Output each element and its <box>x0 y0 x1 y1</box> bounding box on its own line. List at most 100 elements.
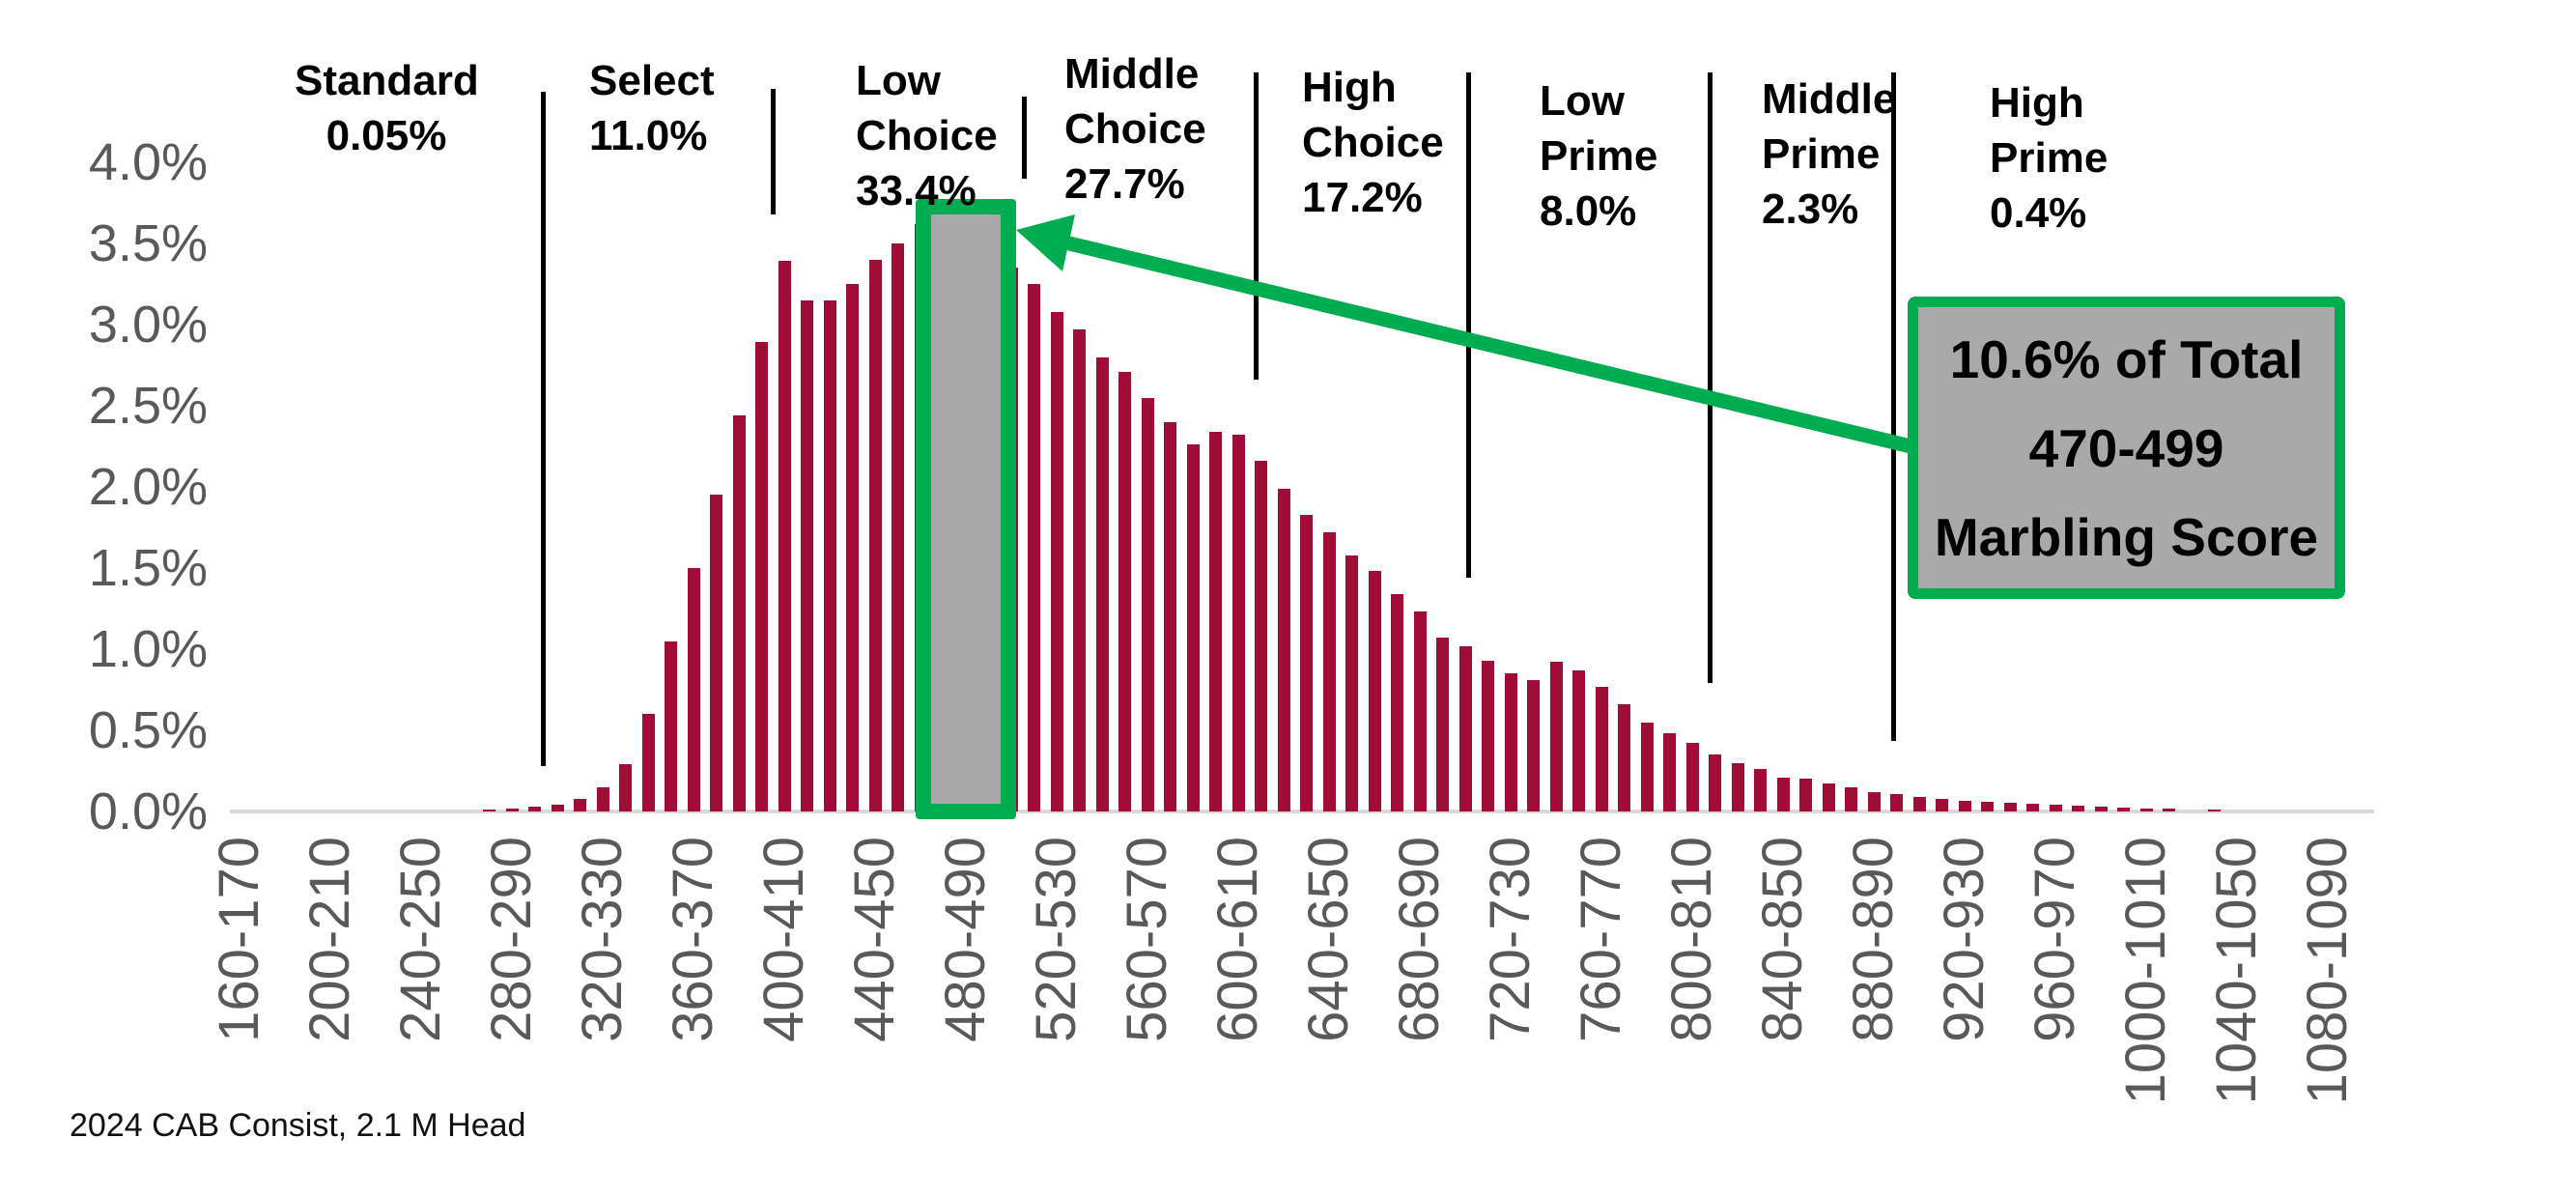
histogram-bar <box>687 568 700 811</box>
x-axis-tick-label: 280-290 <box>480 837 543 1042</box>
histogram-bar <box>2163 809 2175 811</box>
histogram-bar <box>1073 329 1086 811</box>
histogram-bar <box>2049 805 2062 811</box>
grade-label-low-prime: Low Prime 8.0% <box>1540 73 1657 239</box>
x-axis-tick-label: 680-690 <box>1388 837 1451 1042</box>
x-axis-tick-label: 1080-1090 <box>2296 837 2359 1105</box>
grade-label-line: 8.0% <box>1540 187 1637 235</box>
x-axis-tick-label: 920-930 <box>1933 837 1996 1042</box>
y-axis-tick-label: 3.0% <box>88 296 208 354</box>
histogram-bar <box>1028 284 1040 811</box>
histogram-bar <box>868 259 882 811</box>
histogram-bar <box>1572 669 1585 811</box>
grade-label-line: Standard <box>295 57 479 104</box>
histogram-bar <box>1368 571 1381 811</box>
x-axis-tick-label: 960-970 <box>2024 837 2086 1042</box>
source-note: 2024 CAB Consist, 2.1 M Head <box>70 1107 526 1144</box>
histogram-bar <box>1754 769 1767 811</box>
callout-arrowhead-icon <box>1016 214 1075 271</box>
histogram-bar <box>1164 421 1176 811</box>
grade-label-line: Choice <box>1302 119 1444 166</box>
grade-label-middle-prime: Middle Prime 2.3% <box>1762 71 1896 237</box>
histogram-bar <box>1527 679 1540 811</box>
grade-divider <box>1254 72 1259 380</box>
x-axis-tick-label: 880-890 <box>1842 837 1905 1042</box>
y-axis-tick-label: 0.5% <box>88 701 208 759</box>
histogram-bar <box>641 714 655 811</box>
x-axis-tick-label: 560-570 <box>1116 837 1178 1042</box>
grade-label-line: 17.2% <box>1302 174 1423 221</box>
grade-label-line: Choice <box>1064 105 1206 153</box>
y-axis-tick-label: 2.5% <box>88 377 208 435</box>
grade-label-line: Low <box>1540 77 1625 125</box>
histogram-bar <box>1709 754 1721 811</box>
histogram-bar <box>846 284 859 811</box>
histogram-bar <box>1391 593 1403 811</box>
y-axis-tick-label: 1.5% <box>88 539 208 597</box>
histogram-bar <box>1799 779 1812 811</box>
histogram-bar <box>1936 798 1948 811</box>
x-axis-tick-label: 320-330 <box>571 837 634 1042</box>
x-axis-tick-label: 360-370 <box>662 837 724 1042</box>
grade-label-line: Prime <box>1540 132 1658 180</box>
histogram-bar <box>1231 435 1245 811</box>
histogram-bar <box>1277 488 1290 811</box>
histogram-bar <box>2072 806 2084 811</box>
histogram-bar <box>1255 461 1267 811</box>
grade-divider <box>1466 72 1471 578</box>
x-axis-tick-label: 400-410 <box>752 837 815 1042</box>
grade-label-select: Select 11.0% <box>589 53 715 163</box>
histogram-bar <box>1436 638 1449 811</box>
histogram-bar <box>1890 793 1903 811</box>
grade-label-line: 0.05% <box>326 112 447 159</box>
histogram-bar <box>1685 743 1699 811</box>
histogram-bar <box>1050 311 1063 811</box>
grade-label-line: 2.3% <box>1762 185 1859 233</box>
x-axis-line <box>230 810 2374 813</box>
grade-label-low-choice: Low Choice 33.4% <box>856 53 998 218</box>
x-axis-tick-label: 200-210 <box>298 837 361 1042</box>
histogram-bar <box>1867 791 1881 811</box>
y-axis-tick-label: 4.0% <box>88 133 208 191</box>
x-axis-tick-label: 440-450 <box>843 837 906 1042</box>
histogram-bar <box>1413 612 1427 811</box>
x-axis-tick-label: 240-250 <box>389 837 452 1042</box>
grade-label-middle-choice: Middle Choice 27.7% <box>1064 46 1206 212</box>
callout-line-range: 470-499 <box>2028 417 2224 478</box>
histogram-bar <box>892 243 904 811</box>
grade-label-line: Prime <box>1762 130 1881 178</box>
histogram-bar <box>483 810 495 811</box>
grade-label-standard: Standard 0.05% <box>295 53 479 163</box>
grade-label-line: Choice <box>856 112 998 159</box>
callout-arrow-line <box>1063 235 1912 454</box>
histogram-bar <box>1118 371 1131 811</box>
grade-label-line: 33.4% <box>856 167 977 214</box>
histogram-bar <box>1504 673 1517 811</box>
grade-label-line: High <box>1302 64 1397 111</box>
y-axis-tick-label: 0.0% <box>88 782 208 840</box>
histogram-bar <box>2139 808 2153 811</box>
histogram-bar <box>732 415 746 811</box>
x-axis-tick-label: 760-770 <box>1570 837 1632 1042</box>
callout-box: 10.6% of Total 470-499 Marbling Score <box>1908 297 2345 599</box>
histogram-bar <box>1595 686 1608 811</box>
histogram-bar <box>755 342 768 811</box>
x-axis-tick-label: 160-170 <box>208 837 270 1042</box>
histogram-bar <box>778 261 791 811</box>
histogram-bar <box>1958 801 1971 811</box>
histogram-bar <box>2026 803 2039 811</box>
histogram-bar <box>1482 660 1494 811</box>
callout-line-percent: 10.6% of Total <box>1949 328 2304 389</box>
histogram-bar <box>1663 733 1676 811</box>
x-axis-tick-label: 720-730 <box>1479 837 1542 1042</box>
grade-label-line: Middle <box>1762 75 1897 123</box>
histogram-bar <box>551 805 564 811</box>
callout-line-label: Marbling Score <box>1934 506 2319 567</box>
histogram-bar <box>1640 722 1654 811</box>
x-axis-tick-label: 640-650 <box>1297 837 1360 1042</box>
histogram-bar <box>596 786 609 811</box>
histogram-bar <box>619 764 632 811</box>
highlight-bar-470-499 <box>916 198 1016 819</box>
histogram-bar <box>528 806 541 811</box>
grade-label-line: 11.0% <box>589 112 708 159</box>
